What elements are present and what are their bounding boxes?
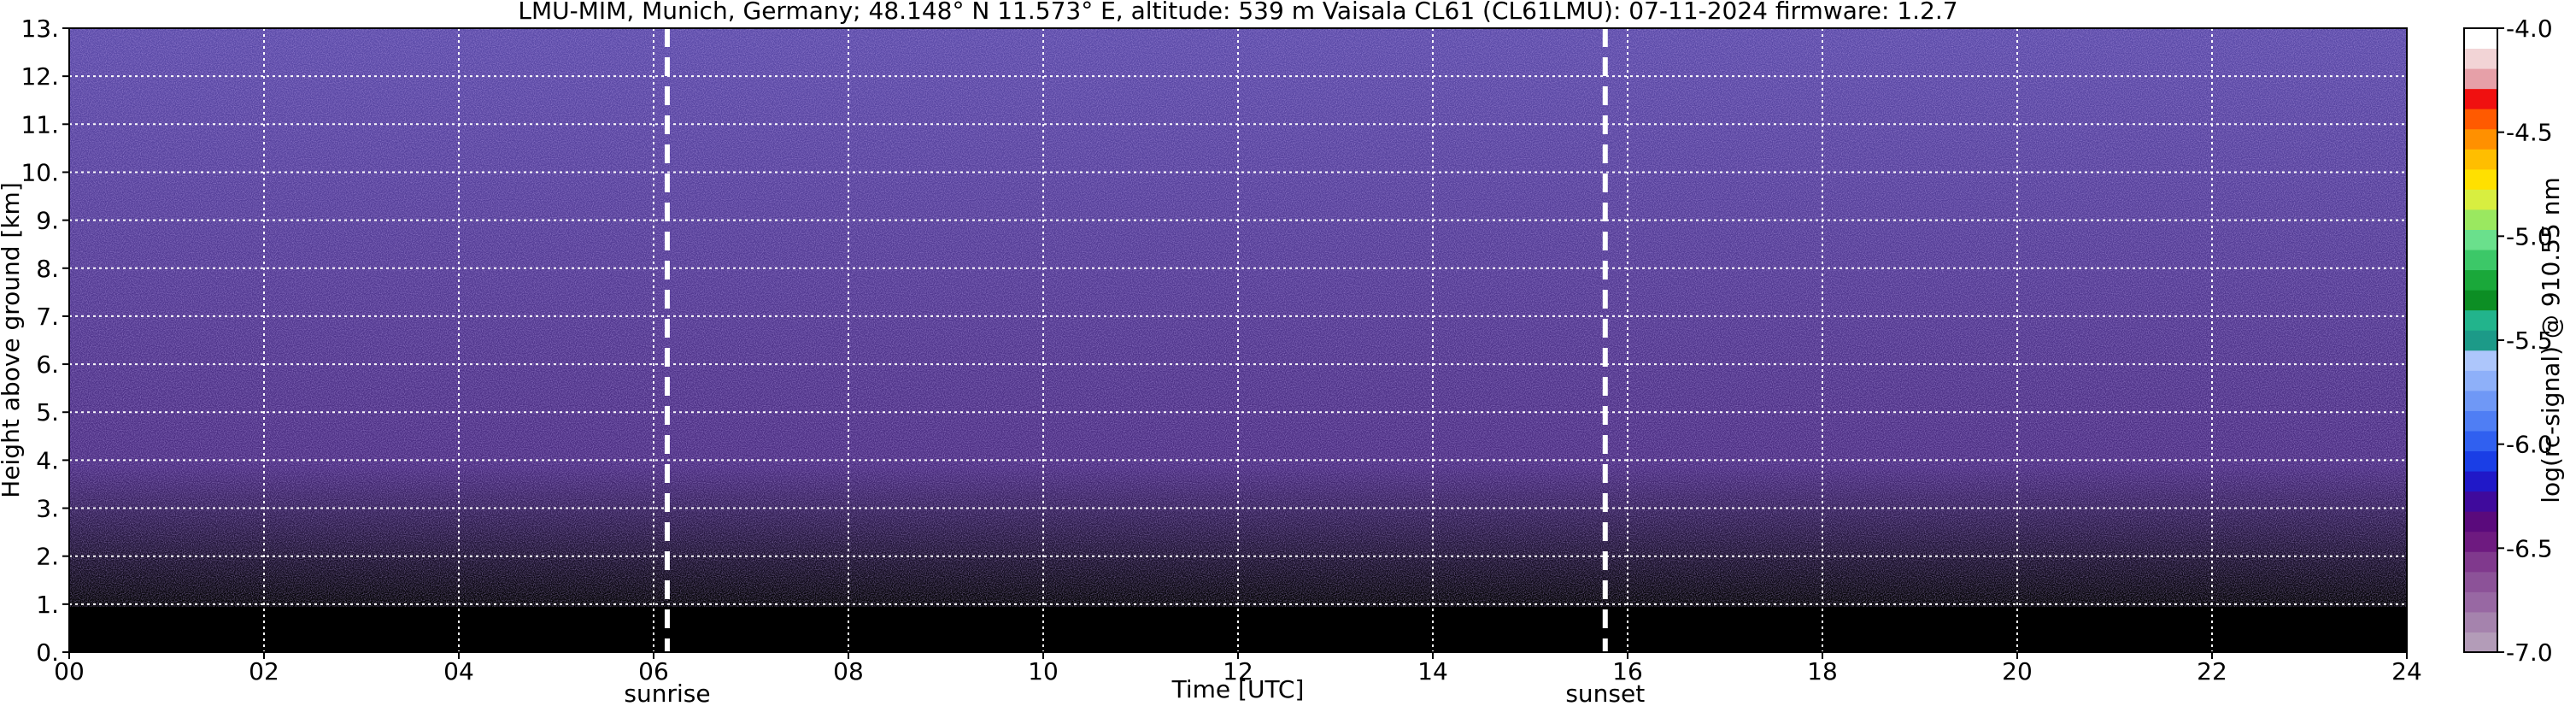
x-tick-label: 02 bbox=[249, 657, 279, 685]
x-tick-label: 04 bbox=[443, 657, 474, 685]
colorbar-segment bbox=[2464, 209, 2497, 230]
colorbar-tick-label: -5.0 bbox=[2506, 222, 2553, 250]
x-tick-label: 20 bbox=[2002, 657, 2033, 685]
colorbar-segment bbox=[2464, 68, 2497, 90]
y-tick-label: 2. bbox=[36, 543, 59, 571]
colorbar-segment bbox=[2464, 290, 2497, 311]
y-tick-label: 4. bbox=[36, 446, 59, 474]
colorbar-label: log(rc-signal) @ 910.55 nm bbox=[2537, 177, 2565, 503]
colorbar-tick-label: -6.5 bbox=[2506, 534, 2553, 562]
colorbar-segment bbox=[2464, 269, 2497, 291]
event-label: sunrise bbox=[624, 680, 710, 706]
x-tick-label: 10 bbox=[1028, 657, 1059, 685]
colorbar-segment bbox=[2464, 330, 2497, 351]
colorbar-segment bbox=[2464, 370, 2497, 391]
colorbar-segment bbox=[2464, 632, 2497, 653]
colorbar-segment bbox=[2464, 430, 2497, 452]
y-tick-label: 9. bbox=[36, 207, 59, 235]
colorbar-segment bbox=[2464, 591, 2497, 613]
colorbar-segment bbox=[2464, 48, 2497, 69]
colorbar-segment bbox=[2464, 88, 2497, 109]
x-tick-label: 18 bbox=[1807, 657, 1838, 685]
colorbar-segment bbox=[2464, 128, 2497, 150]
colorbar-segment bbox=[2464, 149, 2497, 170]
y-tick-label: 12. bbox=[21, 62, 59, 91]
y-tick-label: 10. bbox=[21, 158, 59, 186]
colorbar-tick-label: -4.5 bbox=[2506, 119, 2553, 147]
colorbar-segment bbox=[2464, 531, 2497, 552]
y-tick-label: 13. bbox=[21, 15, 59, 43]
y-tick-label: 6. bbox=[36, 350, 59, 379]
colorbar-segment bbox=[2464, 390, 2497, 411]
y-tick-label: 1. bbox=[36, 591, 59, 619]
colorbar-segment bbox=[2464, 28, 2497, 50]
x-axis-label: Time [UTC] bbox=[1171, 675, 1305, 703]
colorbar-segment bbox=[2464, 491, 2497, 512]
colorbar-segment bbox=[2464, 450, 2497, 472]
colorbar-segment bbox=[2464, 189, 2497, 210]
colorbar-segment bbox=[2464, 350, 2497, 371]
colorbar-segment bbox=[2464, 571, 2497, 592]
colorbar-segment bbox=[2464, 168, 2497, 190]
colorbar-tick-label: -6.0 bbox=[2506, 431, 2553, 459]
colorbar-segment bbox=[2464, 229, 2497, 250]
x-tick-label: 14 bbox=[1417, 657, 1448, 685]
colorbar-tick-label: -7.0 bbox=[2506, 638, 2553, 667]
colorbar-segment bbox=[2464, 309, 2497, 331]
x-tick-label: 16 bbox=[1612, 657, 1643, 685]
colorbar-segment bbox=[2464, 511, 2497, 532]
x-tick-label: 00 bbox=[54, 657, 85, 685]
plot-frame bbox=[68, 27, 2408, 653]
y-tick-label: 0. bbox=[36, 638, 59, 667]
colorbar-tick-label: -5.5 bbox=[2506, 327, 2553, 355]
colorbar-segment bbox=[2464, 250, 2497, 271]
colorbar-tick-label: -4.0 bbox=[2506, 15, 2553, 43]
colorbar-segment bbox=[2464, 109, 2497, 130]
colorbar-segment bbox=[2464, 551, 2497, 573]
x-tick-label: 22 bbox=[2197, 657, 2227, 685]
colorbar-segment bbox=[2464, 611, 2497, 632]
y-tick-label: 5. bbox=[36, 398, 59, 427]
x-tick-label: 08 bbox=[833, 657, 864, 685]
y-tick-label: 7. bbox=[36, 303, 59, 331]
colorbar-segment bbox=[2464, 410, 2497, 432]
event-label: sunset bbox=[1565, 680, 1645, 706]
chart-title: LMU-MIM, Munich, Germany; 48.148° N 11.5… bbox=[518, 0, 1957, 25]
x-tick-label: 24 bbox=[2391, 657, 2422, 685]
y-tick-label: 11. bbox=[21, 110, 59, 138]
y-tick-label: 8. bbox=[36, 255, 59, 283]
y-tick-label: 3. bbox=[36, 495, 59, 523]
x-tick-label: 06 bbox=[638, 657, 669, 685]
y-axis-label: Height above ground [km] bbox=[0, 182, 25, 498]
colorbar-segment bbox=[2464, 471, 2497, 492]
x-tick-label: 12 bbox=[1223, 657, 1253, 685]
